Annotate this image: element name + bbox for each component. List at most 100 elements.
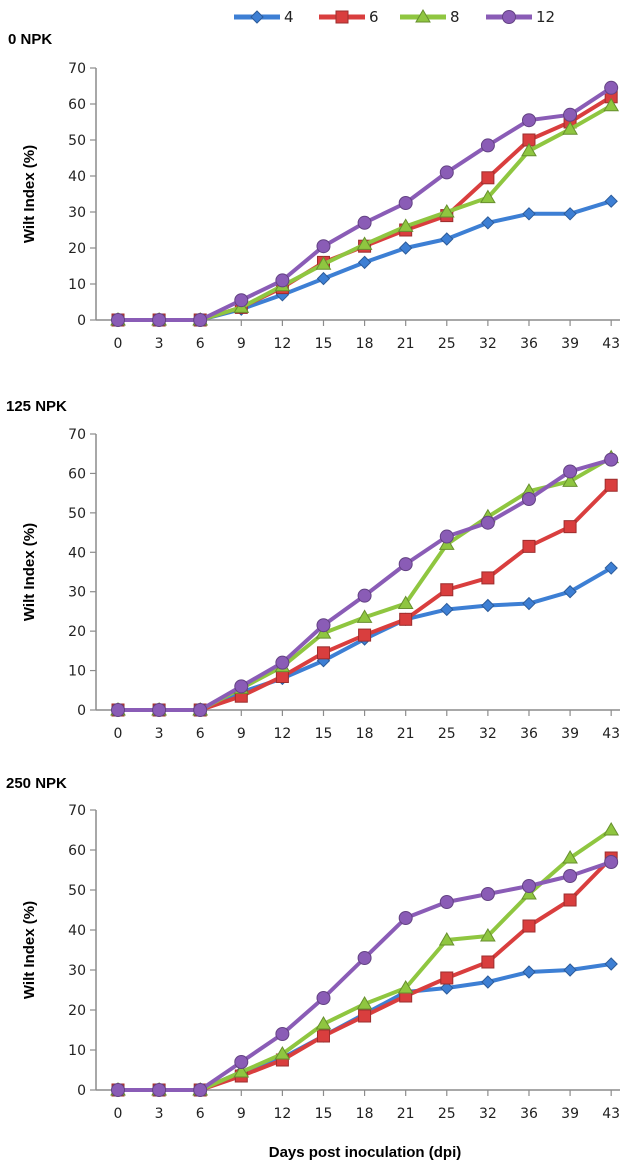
data-point-4 xyxy=(440,602,454,617)
data-point-4 xyxy=(481,598,495,613)
series-12 xyxy=(111,80,619,327)
x-tick-label: 15 xyxy=(315,336,333,352)
data-point-12 xyxy=(193,1083,208,1097)
data-point-4 xyxy=(440,981,454,995)
y-tick-label: 10 xyxy=(68,664,86,680)
series-12 xyxy=(111,855,619,1097)
data-point-8 xyxy=(315,256,332,270)
data-point-6 xyxy=(358,628,372,642)
series-4 xyxy=(111,957,618,1097)
x-tick-label: 43 xyxy=(602,726,620,742)
data-point-8 xyxy=(521,142,537,157)
y-tick-label: 30 xyxy=(68,963,86,979)
data-point-12 xyxy=(193,313,208,327)
data-point-12 xyxy=(563,869,578,883)
y-tick-label: 60 xyxy=(68,97,86,113)
data-point-8 xyxy=(603,97,620,112)
data-point-8 xyxy=(397,980,414,994)
data-point-12 xyxy=(234,293,249,308)
data-point-12 xyxy=(111,313,125,327)
data-point-4 xyxy=(563,207,577,221)
data-point-8 xyxy=(438,204,455,218)
x-tick-label: 9 xyxy=(237,726,246,742)
series-line-12 xyxy=(118,86,613,322)
x-tick-label: 3 xyxy=(155,1106,164,1122)
data-point-4 xyxy=(481,975,495,989)
data-point-12 xyxy=(152,313,167,327)
series-6 xyxy=(111,851,618,1097)
data-point-4 xyxy=(481,216,495,230)
data-point-4 xyxy=(316,271,331,286)
legend-marker-12 xyxy=(502,10,516,24)
y-tick-label: 60 xyxy=(68,843,86,859)
x-tick-label: 12 xyxy=(273,726,291,742)
x-tick-label: 9 xyxy=(237,336,246,352)
data-point-8 xyxy=(438,932,455,946)
data-point-12 xyxy=(357,588,372,603)
data-point-12 xyxy=(316,618,331,633)
data-point-12 xyxy=(111,1083,125,1097)
y-tick-label: 30 xyxy=(68,585,86,601)
x-tick-label: 36 xyxy=(520,1106,538,1122)
x-tick-label: 25 xyxy=(438,726,456,742)
data-point-12 xyxy=(604,80,619,95)
data-point-4 xyxy=(522,207,536,221)
y-tick-label: 10 xyxy=(68,1043,86,1059)
y-tick-label: 40 xyxy=(68,923,86,939)
x-tick-label: 21 xyxy=(397,726,415,742)
y-tick-label: 0 xyxy=(77,1083,86,1099)
legend-marker-6 xyxy=(335,10,349,24)
data-point-12 xyxy=(521,879,536,893)
x-tick-label: 6 xyxy=(196,1106,205,1122)
data-point-8 xyxy=(397,218,414,232)
data-point-8 xyxy=(274,1046,291,1060)
y-tick-label: 10 xyxy=(68,277,86,293)
data-point-12 xyxy=(152,703,167,717)
data-point-12 xyxy=(111,703,125,717)
data-point-6 xyxy=(316,646,330,660)
data-point-6 xyxy=(440,583,454,597)
data-point-8 xyxy=(562,121,578,135)
y-axis-label: Wilt Index (%) xyxy=(21,901,38,999)
data-point-6 xyxy=(399,612,413,626)
legend-item-8: 8 xyxy=(400,8,460,26)
data-point-4 xyxy=(563,963,577,977)
data-point-6 xyxy=(481,955,495,969)
x-tick-label: 32 xyxy=(479,726,497,742)
x-tick-label: 3 xyxy=(155,726,164,742)
y-tick-label: 70 xyxy=(68,803,86,819)
data-point-6 xyxy=(522,919,536,933)
x-tick-label: 21 xyxy=(397,336,415,352)
data-point-12 xyxy=(480,515,495,530)
data-point-4 xyxy=(522,965,536,979)
x-tick-label: 43 xyxy=(602,1106,620,1122)
y-tick-label: 50 xyxy=(68,133,86,149)
series-4 xyxy=(111,194,618,327)
data-point-6 xyxy=(481,571,495,585)
data-point-4 xyxy=(522,596,536,611)
data-point-12 xyxy=(439,529,454,544)
data-point-6 xyxy=(316,1029,330,1043)
series-line-6 xyxy=(118,95,613,322)
data-point-6 xyxy=(563,893,577,907)
legend-item-12: 12 xyxy=(486,8,555,26)
x-tick-label: 32 xyxy=(479,336,497,352)
x-tick-label: 18 xyxy=(356,336,374,352)
data-point-12 xyxy=(316,991,331,1005)
legend-label-6: 6 xyxy=(369,8,379,26)
data-point-12 xyxy=(521,113,536,128)
x-tick-label: 25 xyxy=(438,1106,456,1122)
y-axis-label: Wilt Index (%) xyxy=(21,145,38,243)
data-point-12 xyxy=(275,1027,290,1041)
data-point-12 xyxy=(480,138,495,153)
x-tick-label: 15 xyxy=(315,726,333,742)
x-tick-label: 0 xyxy=(114,726,123,742)
data-point-12 xyxy=(439,165,454,180)
data-point-4 xyxy=(604,957,618,971)
legend-label-12: 12 xyxy=(536,8,555,26)
data-point-8 xyxy=(356,996,373,1010)
x-tick-label: 15 xyxy=(315,1106,333,1122)
